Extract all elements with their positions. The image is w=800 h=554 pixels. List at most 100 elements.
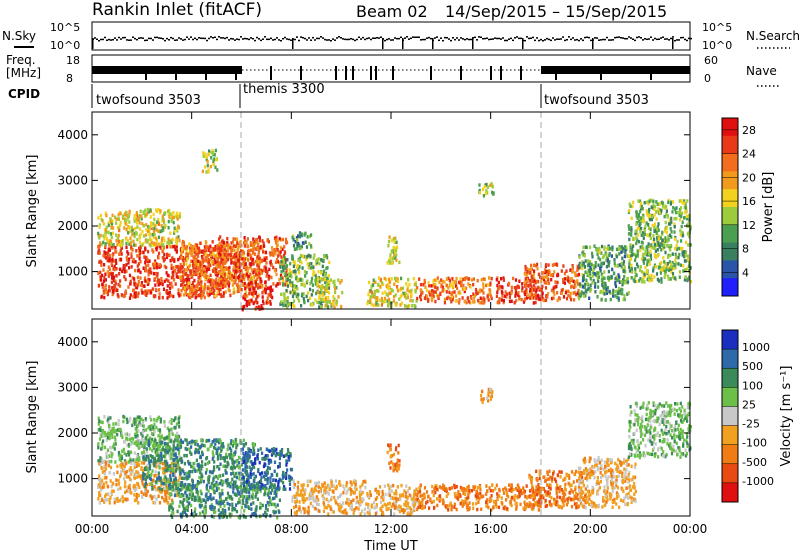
data-cell bbox=[163, 279, 166, 284]
data-cell bbox=[486, 185, 490, 189]
data-cell bbox=[629, 249, 632, 253]
data-cell bbox=[664, 250, 667, 255]
data-cell bbox=[406, 293, 409, 297]
data-cell bbox=[612, 291, 615, 296]
data-cell bbox=[608, 289, 611, 294]
data-cell bbox=[636, 249, 639, 253]
data-cell bbox=[661, 268, 664, 272]
data-cell bbox=[97, 485, 100, 489]
data-cell bbox=[630, 230, 633, 234]
data-cell bbox=[508, 281, 511, 286]
data-cell bbox=[328, 283, 331, 288]
data-cell bbox=[266, 296, 269, 300]
data-cell bbox=[205, 157, 208, 162]
data-cell bbox=[130, 245, 133, 249]
data-cell bbox=[599, 257, 602, 262]
data-cell bbox=[304, 274, 307, 278]
data-cell bbox=[321, 285, 324, 290]
data-cell bbox=[249, 265, 252, 269]
data-cell bbox=[158, 428, 162, 432]
data-cell bbox=[453, 290, 456, 294]
data-cell bbox=[245, 469, 248, 474]
data-cell bbox=[237, 461, 240, 465]
data-cell bbox=[666, 244, 670, 249]
data-cell bbox=[164, 480, 167, 484]
data-cell bbox=[158, 477, 161, 481]
data-cell bbox=[115, 478, 118, 482]
data-cell bbox=[241, 307, 244, 312]
data-cell bbox=[461, 296, 464, 300]
data-cell bbox=[222, 291, 225, 295]
data-cell bbox=[176, 216, 179, 220]
data-cell bbox=[552, 290, 555, 294]
data-cell bbox=[228, 482, 231, 486]
power-xaxis bbox=[91, 112, 691, 309]
data-cell bbox=[670, 265, 673, 269]
data-cell bbox=[137, 501, 140, 505]
data-cell bbox=[472, 296, 476, 300]
data-cell bbox=[148, 482, 151, 487]
data-cell bbox=[102, 439, 105, 443]
data-cell bbox=[307, 263, 310, 267]
data-cell bbox=[150, 224, 153, 228]
data-cell bbox=[194, 450, 197, 455]
data-cell bbox=[432, 279, 435, 283]
data-cell bbox=[138, 249, 142, 253]
data-cell bbox=[216, 482, 219, 487]
data-cell bbox=[388, 286, 391, 291]
data-cell bbox=[111, 427, 114, 431]
data-cell bbox=[373, 289, 376, 294]
data-cell bbox=[304, 240, 307, 244]
data-cell bbox=[110, 242, 113, 247]
colorbar-band bbox=[722, 118, 738, 137]
data-cell bbox=[190, 246, 193, 251]
data-cell bbox=[260, 259, 263, 264]
data-cell bbox=[116, 464, 119, 469]
data-cell bbox=[413, 304, 416, 308]
data-cell bbox=[656, 239, 659, 243]
data-cell bbox=[189, 272, 192, 276]
data-cell bbox=[282, 268, 285, 273]
data-cell bbox=[140, 466, 143, 470]
data-cell bbox=[207, 477, 210, 482]
data-cell bbox=[108, 285, 111, 289]
data-cell bbox=[635, 279, 638, 284]
data-cell bbox=[177, 416, 180, 421]
data-cell bbox=[434, 285, 437, 290]
data-cell bbox=[172, 266, 175, 270]
data-cell bbox=[217, 278, 221, 283]
data-cell bbox=[638, 221, 642, 226]
data-cell bbox=[395, 278, 398, 283]
data-cell bbox=[104, 278, 107, 282]
data-cell bbox=[257, 270, 260, 274]
data-cell bbox=[625, 247, 628, 252]
data-cell bbox=[616, 291, 619, 296]
data-cell bbox=[185, 438, 188, 443]
data-cell bbox=[611, 267, 614, 272]
data-cell bbox=[320, 258, 323, 262]
data-cell bbox=[306, 235, 309, 239]
data-cell bbox=[154, 501, 157, 505]
data-cell bbox=[555, 284, 558, 289]
data-cell bbox=[320, 305, 323, 309]
data-cell bbox=[613, 271, 616, 275]
data-cell bbox=[599, 269, 602, 273]
data-cell bbox=[569, 268, 572, 272]
y-tick-label: 3000 bbox=[57, 173, 88, 187]
data-cell bbox=[144, 258, 147, 262]
data-cell bbox=[584, 282, 587, 287]
data-cell bbox=[138, 439, 141, 443]
data-cell bbox=[535, 296, 538, 300]
data-cell bbox=[533, 284, 536, 288]
data-cell bbox=[208, 292, 211, 297]
data-cell bbox=[140, 281, 143, 285]
data-cell bbox=[103, 254, 106, 259]
data-cell bbox=[152, 222, 155, 226]
data-cell bbox=[641, 245, 644, 249]
data-cell bbox=[204, 165, 207, 169]
data-cell bbox=[432, 290, 435, 294]
data-cell bbox=[209, 283, 212, 287]
data-cell bbox=[153, 232, 156, 237]
data-cell bbox=[192, 284, 195, 288]
data-cell bbox=[150, 440, 153, 444]
